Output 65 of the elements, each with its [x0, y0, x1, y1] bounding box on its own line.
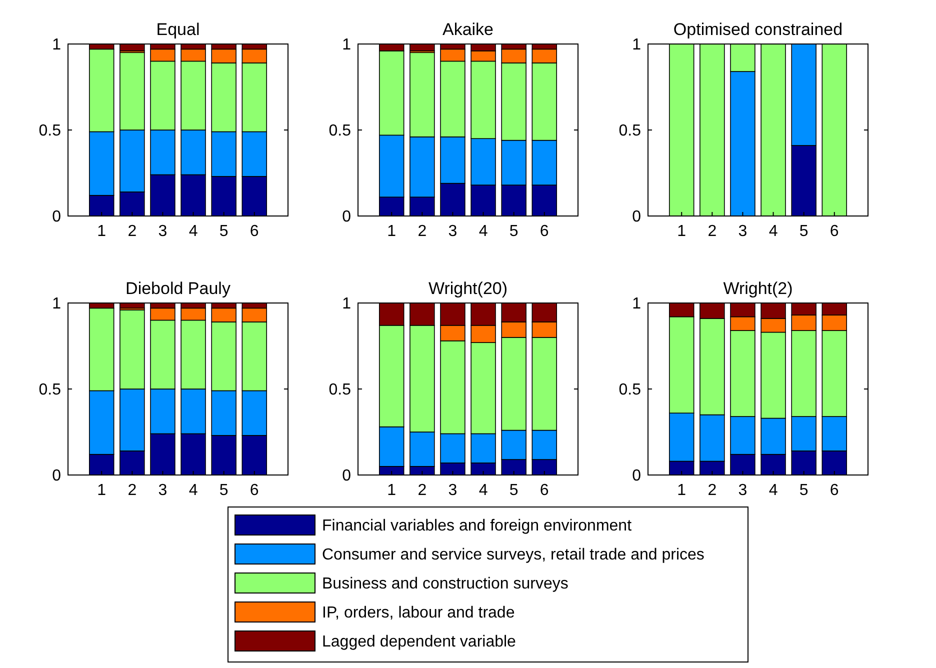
legend-label: Lagged dependent variable	[322, 634, 516, 651]
x-tick-label: 1	[677, 482, 686, 499]
x-tick-label: 3	[448, 223, 458, 240]
x-tick-label: 5	[799, 482, 808, 499]
y-tick-label: 1	[342, 36, 352, 54]
x-tick-label: 5	[799, 223, 808, 240]
x-tick-label: 3	[158, 223, 168, 240]
x-tick-label: 4	[478, 223, 488, 240]
x-tick-label: 5	[509, 482, 518, 499]
x-tick-label: 2	[418, 482, 427, 499]
x-tick-label: 1	[677, 223, 686, 240]
x-tick-label: 2	[418, 223, 427, 240]
y-tick-label: 0.5	[38, 382, 62, 399]
x-tick-label: 4	[188, 223, 198, 240]
legend-label: Consumer and service surveys, retail trade and prices	[322, 546, 704, 564]
x-tick-label: 5	[219, 223, 228, 240]
y-tick-label: 0.5	[328, 122, 352, 140]
x-tick-label: 6	[540, 482, 549, 499]
x-tick-label: 1	[97, 482, 106, 499]
y-tick-label: 0.5	[618, 382, 642, 399]
y-tick-label: 0.5	[38, 122, 62, 140]
y-tick-label: 0	[342, 468, 352, 485]
x-tick-label: 6	[250, 482, 259, 499]
chart-title: Wright(2)	[723, 279, 793, 298]
x-tick-label: 3	[738, 482, 748, 499]
legend-label: IP, orders, labour and trade	[322, 604, 515, 622]
y-tick-label: 1	[632, 296, 642, 313]
chart-title: Diebold Pauly	[126, 279, 231, 298]
chart-title: Optimised constrained	[673, 20, 843, 39]
legend-label: Financial variables and foreign environment	[322, 518, 632, 535]
x-tick-label: 2	[708, 223, 717, 240]
chart-title: Equal	[156, 20, 200, 39]
x-tick-label: 4	[188, 482, 198, 499]
legend-label: Business and construction surveys	[322, 576, 568, 593]
y-tick-label: 1	[632, 36, 642, 54]
y-tick-label: 1	[52, 296, 62, 313]
x-tick-label: 6	[830, 223, 839, 240]
x-tick-label: 6	[250, 223, 259, 240]
x-tick-label: 5	[219, 482, 228, 499]
x-tick-label: 2	[128, 223, 137, 240]
x-tick-label: 2	[708, 482, 717, 499]
y-tick-label: 1	[342, 296, 352, 313]
chart-title: Akaike	[442, 20, 494, 39]
x-tick-label: 1	[97, 223, 106, 240]
x-tick-label: 6	[830, 482, 839, 499]
chart-title: Wright(20)	[428, 279, 508, 298]
y-tick-label: 0	[52, 468, 62, 485]
y-tick-label: 0.5	[328, 382, 352, 399]
x-tick-label: 3	[448, 482, 458, 499]
y-tick-label: 0	[632, 208, 642, 226]
x-tick-label: 4	[768, 482, 778, 499]
x-tick-label: 2	[128, 482, 137, 499]
y-tick-label: 0	[52, 208, 62, 226]
x-tick-label: 3	[738, 223, 748, 240]
y-tick-label: 0.5	[618, 122, 642, 140]
x-tick-label: 5	[509, 223, 518, 240]
y-tick-label: 0	[632, 468, 642, 485]
y-tick-label: 1	[52, 36, 62, 54]
x-tick-label: 1	[387, 223, 396, 240]
x-tick-label: 1	[387, 482, 396, 499]
x-tick-label: 4	[768, 223, 778, 240]
y-tick-label: 0	[342, 208, 352, 226]
x-tick-label: 4	[478, 482, 488, 499]
x-tick-label: 3	[158, 482, 168, 499]
x-tick-label: 6	[540, 223, 549, 240]
